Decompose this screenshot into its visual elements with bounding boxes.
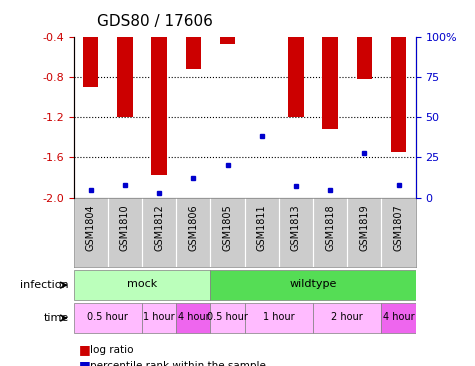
Text: 1 hour: 1 hour: [263, 312, 294, 322]
Bar: [323, 37, 338, 129]
Text: GSM1810: GSM1810: [120, 205, 130, 251]
Text: mock: mock: [127, 279, 157, 290]
Text: GSM1805: GSM1805: [222, 205, 233, 251]
Text: GDS80 / 17606: GDS80 / 17606: [97, 14, 213, 29]
Text: GSM1807: GSM1807: [393, 205, 404, 251]
Text: log ratio: log ratio: [90, 344, 134, 355]
Text: GSM1811: GSM1811: [256, 205, 267, 251]
Bar: [142, 303, 176, 333]
Bar: [391, 37, 406, 152]
Text: ■: ■: [78, 359, 90, 366]
Bar: [83, 37, 98, 87]
Bar: [245, 303, 313, 333]
Bar: [254, 36, 269, 37]
Bar: [313, 303, 381, 333]
Bar: [74, 270, 210, 300]
Text: GSM1804: GSM1804: [86, 205, 96, 251]
Bar: [381, 303, 416, 333]
Bar: [117, 37, 133, 117]
Text: 4 hour: 4 hour: [383, 312, 414, 322]
Bar: [186, 37, 201, 69]
Text: GSM1806: GSM1806: [188, 205, 199, 251]
Text: 2 hour: 2 hour: [332, 312, 363, 322]
Text: ■: ■: [78, 343, 90, 356]
Bar: [210, 270, 416, 300]
Text: GSM1819: GSM1819: [359, 205, 370, 251]
Text: 1 hour: 1 hour: [143, 312, 175, 322]
Text: GSM1813: GSM1813: [291, 205, 301, 251]
Text: 4 hour: 4 hour: [178, 312, 209, 322]
Bar: [220, 37, 235, 44]
Bar: [176, 303, 210, 333]
Bar: [210, 303, 245, 333]
Text: time: time: [44, 313, 69, 323]
Text: GSM1818: GSM1818: [325, 205, 335, 251]
Text: 0.5 hour: 0.5 hour: [87, 312, 128, 322]
Bar: [288, 37, 304, 117]
Bar: [74, 303, 142, 333]
Bar: [152, 37, 167, 175]
Text: GSM1812: GSM1812: [154, 205, 164, 251]
Text: infection: infection: [20, 280, 69, 290]
Text: percentile rank within the sample: percentile rank within the sample: [90, 361, 266, 366]
Bar: [357, 37, 372, 79]
Text: wildtype: wildtype: [289, 279, 337, 290]
Text: 0.5 hour: 0.5 hour: [207, 312, 248, 322]
